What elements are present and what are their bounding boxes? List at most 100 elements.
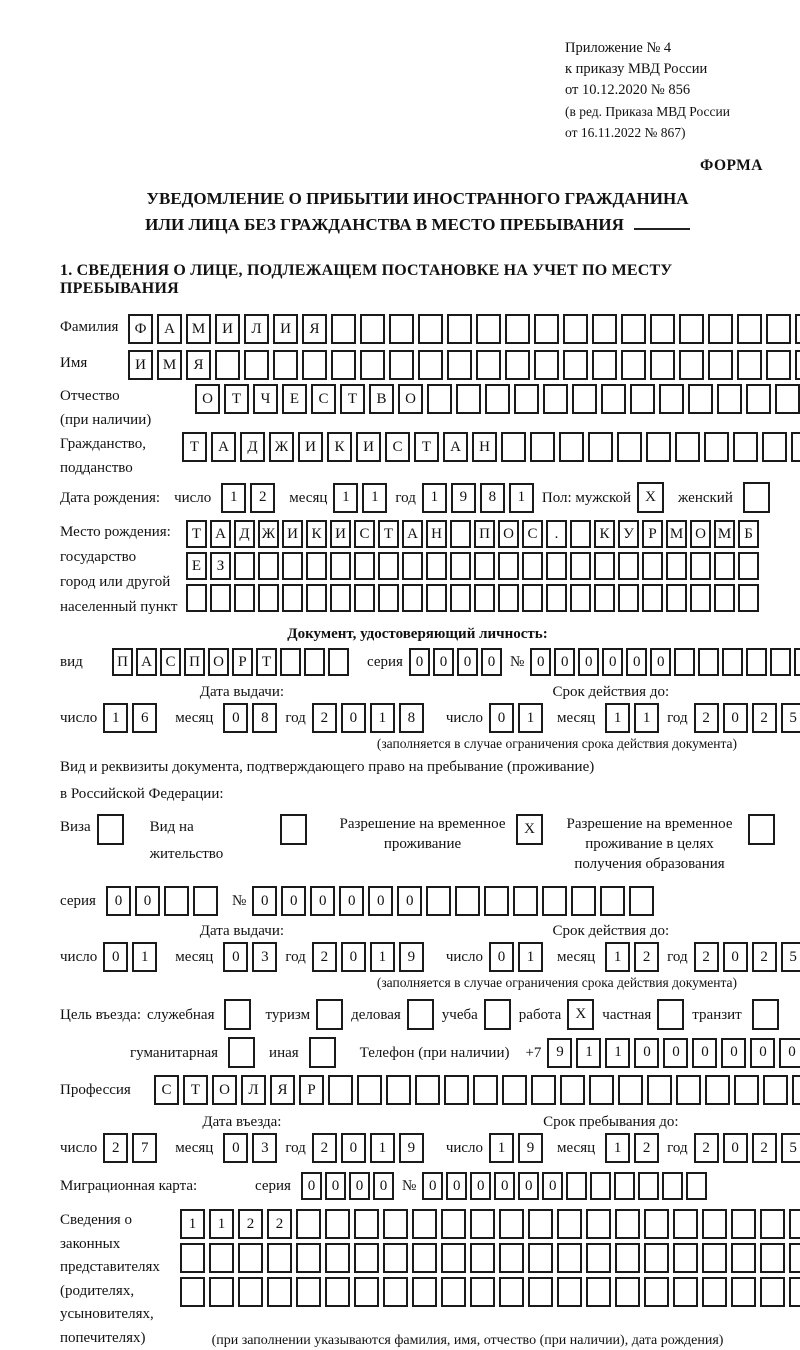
purpose-study-checkbox[interactable] — [484, 999, 511, 1030]
form-cell[interactable] — [450, 584, 471, 612]
form-cell[interactable] — [557, 1209, 582, 1239]
form-cell[interactable] — [702, 1243, 727, 1273]
purpose-humanitarian-checkbox[interactable] — [228, 1037, 255, 1068]
form-cell[interactable]: 1 — [422, 483, 447, 513]
form-cell[interactable] — [228, 1037, 255, 1068]
form-cell[interactable]: Р — [299, 1075, 324, 1105]
form-cell[interactable]: Т — [378, 520, 399, 548]
form-cell[interactable]: 3 — [252, 1133, 277, 1163]
form-cell[interactable] — [543, 384, 568, 414]
form-cell[interactable]: А — [136, 648, 157, 676]
form-cell[interactable]: Д — [240, 432, 265, 462]
form-cell[interactable] — [530, 432, 555, 462]
form-cell[interactable] — [522, 584, 543, 612]
form-cell[interactable]: 3 — [252, 942, 277, 972]
form-cell[interactable] — [614, 1172, 635, 1200]
form-cell[interactable]: 5 — [781, 942, 800, 972]
form-cell[interactable]: А — [210, 520, 231, 548]
form-cell[interactable] — [794, 648, 800, 676]
form-cell[interactable]: Ж — [258, 520, 279, 548]
form-cell[interactable]: 0 — [494, 1172, 515, 1200]
form-cell[interactable]: К — [306, 520, 327, 548]
form-cell[interactable] — [621, 314, 646, 344]
form-cell[interactable] — [412, 1277, 437, 1307]
form-cell[interactable] — [412, 1243, 437, 1273]
form-cell[interactable]: М — [714, 520, 735, 548]
form-cell[interactable] — [738, 552, 759, 580]
form-cell[interactable] — [763, 1075, 788, 1105]
purpose-other-checkbox[interactable] — [309, 1037, 336, 1068]
form-cell[interactable] — [760, 1277, 785, 1307]
purpose-tourism-checkbox[interactable] — [316, 999, 343, 1030]
form-cell[interactable] — [588, 432, 613, 462]
form-cell[interactable]: 0 — [341, 942, 366, 972]
form-cell[interactable] — [473, 1075, 498, 1105]
form-cell[interactable] — [642, 584, 663, 612]
form-cell[interactable] — [563, 314, 588, 344]
form-cell[interactable] — [354, 1243, 379, 1273]
form-cell[interactable] — [592, 350, 617, 380]
form-cell[interactable]: З — [210, 552, 231, 580]
form-cell[interactable]: Я — [270, 1075, 295, 1105]
form-cell[interactable] — [789, 1209, 800, 1239]
form-cell[interactable]: Р — [232, 648, 253, 676]
form-cell[interactable]: 6 — [132, 703, 157, 733]
form-cell[interactable]: О — [690, 520, 711, 548]
form-cell[interactable] — [378, 584, 399, 612]
form-cell[interactable]: 1 — [489, 1133, 514, 1163]
form-cell[interactable] — [621, 350, 646, 380]
form-cell[interactable] — [484, 999, 511, 1030]
form-cell[interactable] — [760, 1209, 785, 1239]
form-cell[interactable]: 2 — [634, 1133, 659, 1163]
form-cell[interactable] — [531, 1075, 556, 1105]
form-cell[interactable] — [306, 552, 327, 580]
form-cell[interactable]: 2 — [694, 942, 719, 972]
form-cell[interactable]: 2 — [238, 1209, 263, 1239]
form-cell[interactable]: 0 — [750, 1038, 775, 1068]
form-cell[interactable] — [470, 1209, 495, 1239]
form-cell[interactable] — [383, 1277, 408, 1307]
form-cell[interactable] — [666, 552, 687, 580]
form-cell[interactable] — [280, 648, 301, 676]
form-cell[interactable]: И — [215, 314, 240, 344]
form-cell[interactable]: 2 — [312, 1133, 337, 1163]
form-cell[interactable]: 1 — [362, 483, 387, 513]
form-cell[interactable]: М — [157, 350, 182, 380]
form-cell[interactable]: Р — [642, 520, 663, 548]
form-cell[interactable]: 0 — [518, 1172, 539, 1200]
form-cell[interactable]: 1 — [370, 942, 395, 972]
form-cell[interactable] — [505, 350, 530, 380]
form-cell[interactable]: 0 — [135, 886, 160, 916]
form-cell[interactable] — [534, 314, 559, 344]
form-cell[interactable]: 0 — [373, 1172, 394, 1200]
form-cell[interactable] — [559, 432, 584, 462]
form-cell[interactable] — [708, 314, 733, 344]
form-cell[interactable]: 1 — [333, 483, 358, 513]
form-cell[interactable] — [455, 886, 480, 916]
form-cell[interactable] — [528, 1243, 553, 1273]
form-cell[interactable] — [528, 1277, 553, 1307]
form-cell[interactable] — [679, 350, 704, 380]
form-cell[interactable]: И — [356, 432, 381, 462]
form-cell[interactable] — [426, 552, 447, 580]
form-cell[interactable]: Т — [414, 432, 439, 462]
form-cell[interactable]: 0 — [223, 1133, 248, 1163]
form-cell[interactable] — [498, 552, 519, 580]
form-cell[interactable] — [514, 384, 539, 414]
form-cell[interactable] — [502, 1075, 527, 1105]
form-cell[interactable] — [402, 584, 423, 612]
form-cell[interactable] — [193, 886, 218, 916]
form-cell[interactable] — [647, 1075, 672, 1105]
form-cell[interactable] — [331, 314, 356, 344]
form-cell[interactable]: 0 — [341, 703, 366, 733]
form-cell[interactable] — [791, 432, 800, 462]
form-cell[interactable] — [97, 814, 124, 845]
form-cell[interactable]: 0 — [481, 648, 502, 676]
form-cell[interactable] — [542, 886, 567, 916]
form-cell[interactable]: 1 — [576, 1038, 601, 1068]
form-cell[interactable]: X — [567, 999, 594, 1030]
form-cell[interactable]: 0 — [489, 703, 514, 733]
form-cell[interactable] — [676, 1075, 701, 1105]
form-cell[interactable]: 1 — [370, 1133, 395, 1163]
sex-female-checkbox[interactable] — [743, 482, 770, 513]
